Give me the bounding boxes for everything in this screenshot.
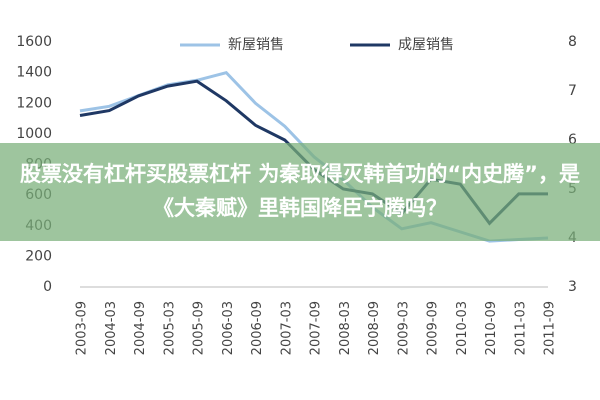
x-tick-label: 2011-03	[513, 301, 528, 355]
y2-tick-label: 7	[568, 83, 577, 99]
y-tick-label: 1200	[16, 95, 52, 111]
y-tick-label: 0	[43, 279, 52, 295]
y-tick-label: 1000	[16, 126, 52, 142]
y-tick-label: 200	[25, 248, 52, 264]
x-tick-label: 2008-09	[367, 301, 382, 355]
x-tick-label: 2007-03	[279, 301, 294, 355]
x-tick-label: 2010-09	[484, 301, 499, 355]
x-tick-label: 2004-09	[133, 301, 148, 355]
x-tick-label: 2008-03	[338, 301, 353, 355]
x-tick-label: 2007-09	[309, 301, 324, 355]
x-tick-label: 2010-03	[455, 301, 470, 355]
y2-tick-label: 3	[568, 279, 577, 295]
y-tick-label: 1400	[16, 65, 52, 81]
y2-tick-label: 8	[568, 34, 577, 50]
x-tick-label: 2006-09	[250, 301, 265, 355]
x-tick-label: 2005-03	[162, 301, 177, 355]
y2-tick-label: 6	[568, 132, 577, 148]
banner-text: 股票没有杠杆买股票杠杆 为秦取得灭韩首功的“内史腾”，是《大秦赋》里韩国降臣宁腾…	[0, 143, 600, 241]
x-tick-label: 2005-09	[192, 301, 207, 355]
x-tick-label: 2009-09	[426, 301, 441, 355]
x-tick-label: 2003-09	[75, 301, 90, 355]
x-tick-label: 2011-09	[543, 301, 558, 355]
x-tick-label: 2009-03	[396, 301, 411, 355]
legend-label: 新屋销售	[228, 37, 284, 53]
legend-label: 成屋销售	[398, 37, 454, 53]
x-tick-label: 2006-03	[221, 301, 236, 355]
y-tick-label: 1600	[16, 34, 52, 50]
x-tick-label: 2004-03	[104, 301, 119, 355]
